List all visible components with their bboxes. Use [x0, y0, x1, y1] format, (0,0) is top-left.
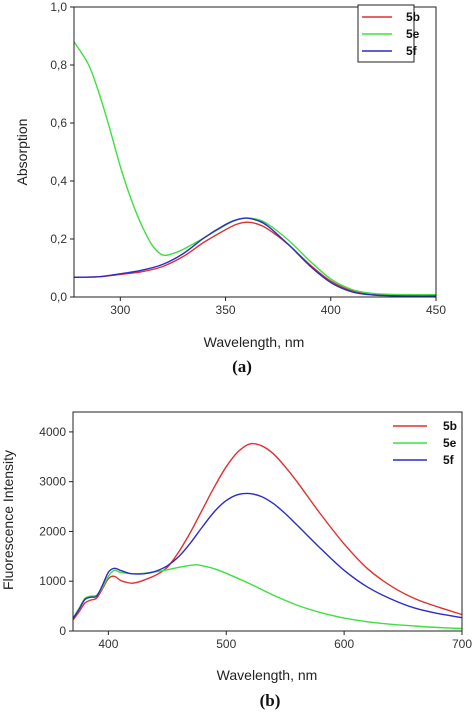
fluorescence-series-line-5b — [72, 442, 463, 621]
absorption-plot-frame — [73, 6, 437, 298]
absorption-series-line-5f — [73, 217, 437, 297]
fluorescence-ticks: 400 500 600 700 0 1000 2000 3000 4000 — [39, 425, 472, 651]
fluorescence-y-tick-label: 3000 — [39, 475, 66, 489]
absorption-ticks: 300 350 400 450 0,0 0,2 0,4 0,6 0,8 1,0 — [50, 0, 446, 317]
absorption-legend-label-5f: 5f — [406, 44, 418, 58]
absorption-legend: 5b 5e 5f — [357, 4, 420, 63]
absorption-legend-label-5e: 5e — [406, 27, 420, 41]
absorption-legend-label-5b: 5b — [406, 10, 420, 24]
fluorescence-y-axis-title: Fluorescence Intensity — [0, 450, 16, 590]
fluorescence-plot-frame — [72, 411, 463, 632]
fluorescence-legend: 5b 5e 5f — [393, 419, 457, 467]
fluorescence-x-tick-label: 400 — [98, 637, 118, 651]
absorption-chart: 300 350 400 450 0,0 0,2 0,4 0,6 0,8 1,0 Wavelengt… — [14, 0, 446, 376]
fluorescence-x-axis-title: Wavelength, nm — [217, 667, 318, 683]
absorption-y-tick-label: 0,6 — [50, 116, 67, 130]
absorption-y-tick-label: 0,8 — [50, 58, 67, 72]
absorption-y-tick-label: 0,4 — [50, 174, 67, 188]
fluorescence-legend-label-5e: 5e — [443, 436, 457, 450]
absorption-x-axis-title: Wavelength, nm — [204, 334, 305, 350]
fluorescence-y-tick-label: 2000 — [39, 524, 66, 538]
absorption-y-axis-title: Absorption — [14, 119, 30, 186]
fluorescence-x-tick-label: 500 — [216, 637, 236, 651]
fluorescence-series-line-5f — [72, 492, 463, 619]
fluorescence-y-tick-label: 0 — [59, 624, 66, 638]
absorption-series-layer — [73, 41, 437, 297]
fluorescence-x-tick-label: 700 — [452, 637, 472, 651]
absorption-y-tick-label: 0,2 — [50, 232, 67, 246]
fluorescence-x-tick-label: 600 — [334, 637, 354, 651]
absorption-x-tick-label: 450 — [426, 303, 446, 317]
absorption-y-tick-label: 1,0 — [50, 0, 67, 14]
panel-label-a: (a) — [232, 357, 252, 376]
fluorescence-y-tick-label: 1000 — [39, 574, 66, 588]
fluorescence-series-layer — [72, 442, 463, 630]
absorption-x-tick-label: 350 — [216, 303, 236, 317]
fluorescence-y-tick-label: 4000 — [39, 425, 66, 439]
absorption-x-tick-label: 400 — [321, 303, 341, 317]
fluorescence-chart: 400 500 600 700 0 1000 2000 3000 4000 Wavelength… — [0, 411, 472, 710]
absorption-series-line-5e — [73, 41, 436, 296]
fluorescence-legend-label-5f: 5f — [443, 453, 455, 467]
fluorescence-legend-label-5b: 5b — [443, 419, 457, 433]
absorption-series-line-5b — [73, 221, 436, 297]
absorption-y-tick-label: 0,0 — [50, 290, 67, 304]
panel-label-b: (b) — [260, 691, 281, 710]
absorption-x-tick-label: 300 — [110, 303, 130, 317]
